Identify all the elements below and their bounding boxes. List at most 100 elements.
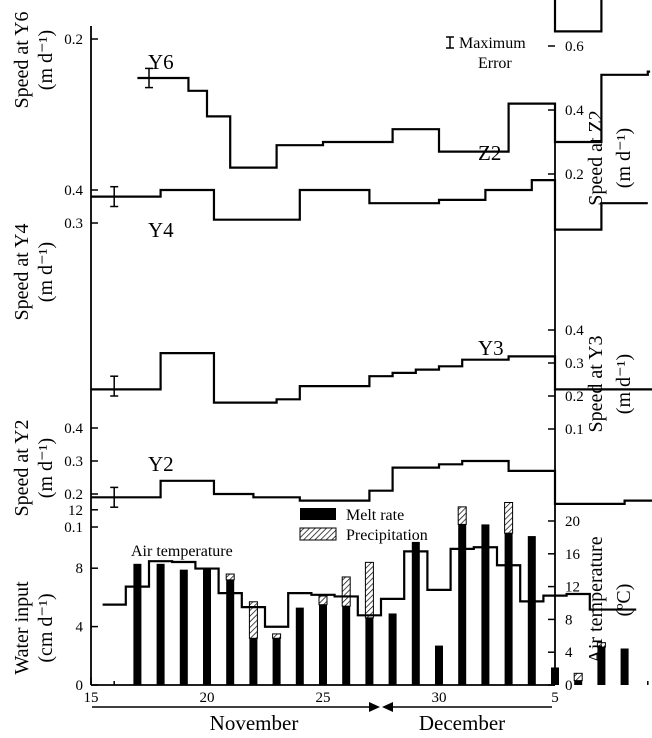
z2-speed-step-line: [137, 70, 651, 169]
month-december: December: [419, 711, 505, 735]
melt-bar-day-25: [319, 604, 327, 685]
y3-speed-step-line: [91, 352, 652, 404]
station-label-y3: Y3: [478, 336, 504, 360]
y2-y-tick-label-0.1: 0.1: [64, 520, 83, 536]
legend: Melt rate Precipitation: [299, 507, 428, 544]
temp-y-tick-label-20: 20: [565, 514, 580, 530]
temp-axis-title-line2: (ºC): [613, 584, 635, 617]
water-axis-title-line2: (cm d⁻¹): [35, 593, 57, 662]
station-label-y2: Y2: [148, 452, 174, 476]
water-input-bars: [133, 502, 629, 685]
y2-y-tick-label-0.4: 0.4: [64, 421, 83, 437]
y6-y-tick-label-0.2: 0.2: [64, 32, 83, 48]
speed-series: [91, 0, 652, 628]
y2-y-tick-label-0.2: 0.2: [64, 487, 83, 503]
melt-bar-day-35: [551, 667, 559, 685]
precip-bar-day-37: [596, 642, 606, 648]
temp-y-tick-label-0: 0: [565, 678, 573, 694]
water-y-tick-label-4: 4: [76, 620, 84, 636]
y3-y-tick-label-0.1: 0.1: [565, 422, 584, 438]
precip-bar-day-26: [341, 576, 351, 607]
y3-axis-title-line2: (m d⁻¹): [613, 354, 635, 414]
x-tick-label-20: 20: [200, 690, 215, 706]
melt-bar-day-26: [342, 606, 351, 685]
melt-bar-day-21: [226, 579, 235, 685]
y6-speed-step-line: [553, 0, 603, 33]
y4-y-tick-label-0.3: 0.3: [64, 216, 83, 232]
z2-y-tick-label-0.6: 0.6: [565, 39, 584, 55]
y6-axis-title-line2: (m d⁻¹): [35, 30, 57, 90]
precip-bar-day-27: [364, 561, 374, 619]
y4-speed-step-line: [91, 179, 648, 231]
y4-y-tick-label-0.4: 0.4: [64, 183, 83, 199]
november-arrow-head: [369, 702, 380, 712]
legend-melt-swatch: [300, 508, 336, 520]
melt-bar-day-31: [458, 524, 467, 685]
y4-axis-title-line1: Speed at Y4: [11, 223, 33, 320]
melt-bar-day-38: [620, 648, 629, 685]
z2-y-tick-label-0.2: 0.2: [565, 167, 584, 183]
air-temperature-label: Air temperature: [131, 543, 233, 560]
x-tick-label-25: 25: [316, 690, 331, 706]
melt-bar-day-37: [597, 647, 606, 685]
melt-bar-day-23: [272, 638, 281, 685]
station-label-y6: Y6: [148, 50, 174, 74]
station-label-y4: Y4: [148, 218, 174, 242]
water-y-tick-label-12: 12: [68, 503, 83, 519]
z2-axis-title-line1: Speed at Z2: [585, 110, 607, 206]
z2-y-tick-label-0.4: 0.4: [565, 103, 584, 119]
temp-y-tick-label-4: 4: [565, 645, 573, 661]
max-error-label-line2: Error: [478, 55, 512, 72]
temp-y-tick-label-16: 16: [565, 547, 581, 563]
month-november: November: [210, 711, 299, 735]
december-arrow-head: [382, 702, 393, 712]
month-span-arrows: [92, 702, 552, 712]
y4-axis-title-line2: (m d⁻¹): [35, 242, 57, 302]
max-error-key: Maximum Error: [446, 35, 526, 72]
temp-y-tick-label-8: 8: [565, 612, 573, 628]
y3-y-tick-label-0.3: 0.3: [565, 356, 584, 372]
y3-y-tick-label-0.4: 0.4: [565, 323, 584, 339]
melt-bar-day-24: [295, 607, 304, 685]
precip-bar-day-25: [318, 595, 328, 606]
x-tick-label-15: 15: [84, 690, 99, 706]
precip-bar-day-21: [225, 573, 235, 581]
y6-axis-title-line1: Speed at Y6: [11, 11, 33, 108]
melt-bar-day-28: [388, 613, 397, 685]
y2-speed-step-line: [91, 459, 652, 505]
water-y-tick-label-8: 8: [76, 561, 84, 577]
legend-precip-label: Precipitation: [346, 527, 428, 544]
precip-bar-day-31: [457, 506, 467, 525]
air-temperature-step-line: [102, 546, 637, 628]
melt-bar-day-33: [504, 533, 513, 685]
melt-bar-day-34: [527, 536, 536, 685]
x-tick-label-30: 30: [432, 690, 447, 706]
melt-bar-day-29: [411, 541, 420, 685]
melt-bar-day-27: [365, 617, 374, 685]
y2-axis-title-line1: Speed at Y2: [11, 419, 33, 516]
tick-labels: 152025305100.80.60.40.20.80.60.40.20.40.…: [64, 32, 584, 706]
precip-bar-day-22: [248, 601, 258, 639]
melt-bar-day-20: [203, 568, 211, 685]
x-tick-label-5: 5: [551, 690, 559, 706]
y2-y-tick-label-0.3: 0.3: [64, 454, 83, 470]
melt-bar-day-17: [133, 563, 142, 685]
water-axis-title-line1: Water input: [11, 581, 33, 675]
y3-y-tick-label-0.2: 0.2: [565, 389, 584, 405]
legend-precip-swatch: [299, 527, 337, 541]
water-y-tick-label-0: 0: [76, 678, 84, 694]
max-error-label-line1: Maximum: [459, 35, 526, 52]
temp-axis-title-line1: Air temperature: [585, 536, 607, 663]
precip-bar-day-36: [573, 672, 583, 682]
melt-bar-day-30: [435, 645, 443, 685]
melt-bar-day-32: [481, 524, 490, 685]
legend-melt-label: Melt rate: [346, 507, 404, 524]
melt-bar-day-36: [574, 680, 583, 685]
y3-axis-title-line1: Speed at Y3: [585, 335, 607, 432]
temp-y-tick-label-12: 12: [565, 580, 580, 596]
station-label-z2: Z2: [478, 141, 501, 165]
melt-bar-day-18: [156, 563, 165, 685]
precip-bar-day-33: [504, 502, 514, 534]
z2-axis-title-line2: (m d⁻¹): [613, 128, 635, 188]
